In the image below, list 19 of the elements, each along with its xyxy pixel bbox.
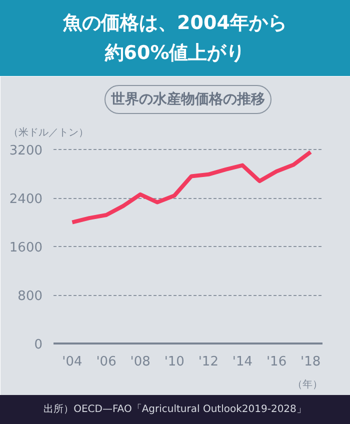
y-axis-title: （米ドル／トン） <box>8 126 88 138</box>
y-tick-label: 3200 <box>9 144 43 159</box>
x-tick-label: '16 <box>266 354 287 370</box>
x-tick-label: '04 <box>62 354 82 370</box>
line-series <box>70 150 313 224</box>
chart-title: 魚の価格は、2004年から約60%値上がり <box>62 11 288 66</box>
x-tick-label: '08 <box>130 354 150 370</box>
x-tick-label: '12 <box>198 354 218 370</box>
x-tick-label: '10 <box>164 354 184 370</box>
x-tick-label: '18 <box>300 354 321 370</box>
y-tick-label: 1600 <box>9 240 43 256</box>
x-axis-title: （年） <box>292 378 322 390</box>
y-tick-label: 800 <box>18 289 43 304</box>
y-tick-label: 2400 <box>9 192 43 208</box>
chart-subtitle: 世界の水産物価格の推移 <box>110 90 265 108</box>
x-tick-label: '06 <box>96 354 116 370</box>
y-tick-label: 0 <box>34 338 43 352</box>
x-tick-label: '14 <box>232 354 253 370</box>
text: 出所）OECD—FAO「Agricultural Outlook2019-2028」 <box>0 395 350 424</box>
